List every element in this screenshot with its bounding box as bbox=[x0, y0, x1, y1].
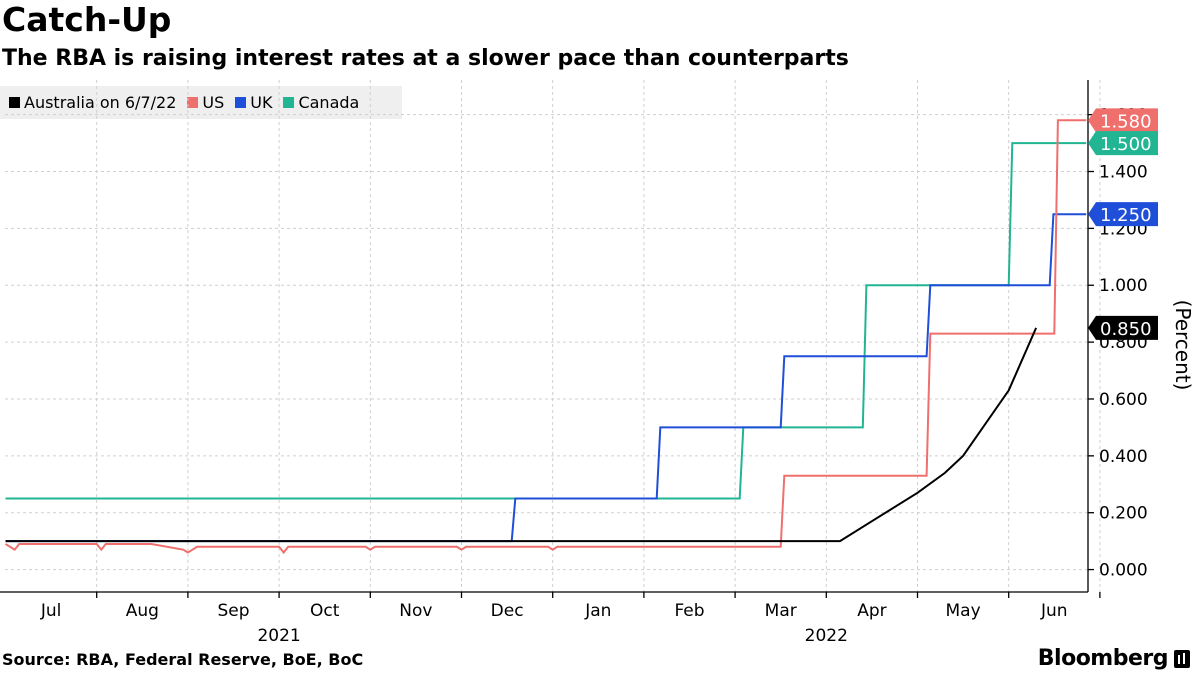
end-label-australia: 0.850 bbox=[1100, 319, 1152, 340]
chart-title: Catch-Up bbox=[2, 0, 172, 39]
x-tick-label-jul: Jul bbox=[40, 601, 62, 621]
series-line-australia bbox=[5, 327, 1038, 543]
legend-item-uk: UK bbox=[235, 93, 272, 112]
series-line-canada bbox=[5, 142, 1087, 500]
y-tick-label: 0.000 bbox=[1099, 561, 1148, 581]
y-tick-label: 1.000 bbox=[1099, 276, 1148, 296]
legend-item-australia: Australia on 6/7/22 bbox=[9, 93, 176, 112]
end-label-tag-uk bbox=[1088, 202, 1158, 227]
x-tick-label-jan: Jan bbox=[584, 601, 611, 621]
x-year-label-2022: 2022 bbox=[805, 626, 848, 646]
x-tick-label-feb: Feb bbox=[674, 601, 704, 621]
x-tick-label-oct: Oct bbox=[310, 601, 340, 621]
legend-item-canada: Canada bbox=[283, 93, 359, 112]
y-tick-label: 0.600 bbox=[1099, 390, 1148, 410]
x-tick-label-sep: Sep bbox=[217, 601, 249, 621]
x-tick-label-may: May bbox=[946, 601, 981, 621]
chart-subtitle: The RBA is raising interest rates at a s… bbox=[2, 46, 849, 71]
x-tick-label-nov: Nov bbox=[399, 601, 432, 621]
y-tick-label: 0.400 bbox=[1099, 447, 1148, 467]
y-axis-title: (Percent) bbox=[1171, 300, 1195, 391]
x-year-label-2021: 2021 bbox=[257, 626, 300, 646]
legend: Australia on 6/7/22 US UK Canada bbox=[0, 86, 402, 119]
x-tick-label-aug: Aug bbox=[126, 601, 159, 621]
y-tick-label: 1.400 bbox=[1099, 163, 1148, 183]
source-note: Source: RBA, Federal Reserve, BoE, BoC bbox=[2, 650, 364, 669]
bloomberg-terminal-icon bbox=[1174, 649, 1190, 668]
end-label-us: 1.580 bbox=[1100, 111, 1152, 132]
x-tick-label-mar: Mar bbox=[765, 601, 797, 621]
end-label-tag-us bbox=[1088, 108, 1158, 133]
series-line-us bbox=[4, 119, 1087, 555]
end-label-canada: 1.500 bbox=[1100, 134, 1152, 155]
end-label-tag-canada bbox=[1088, 131, 1158, 156]
y-tick-label: 0.200 bbox=[1099, 504, 1148, 524]
legend-label-australia: Australia on 6/7/22 bbox=[24, 93, 177, 112]
x-tick-label-jun: Jun bbox=[1040, 601, 1068, 621]
brand-name: Bloomberg bbox=[1037, 646, 1169, 671]
legend-swatch-australia bbox=[9, 97, 20, 108]
legend-swatch-uk bbox=[235, 97, 247, 108]
end-label-uk: 1.250 bbox=[1100, 205, 1152, 226]
legend-label-canada: Canada bbox=[298, 93, 360, 112]
legend-label-us: US bbox=[202, 93, 225, 112]
x-tick-label-apr: Apr bbox=[857, 601, 886, 621]
legend-label-uk: UK bbox=[250, 93, 273, 112]
end-label-tag-australia bbox=[1088, 315, 1158, 340]
x-tick-label-dec: Dec bbox=[491, 601, 524, 621]
series-line-uk bbox=[5, 213, 1087, 543]
bloomberg-logo: Bloomberg bbox=[1038, 646, 1190, 671]
legend-swatch-us bbox=[187, 97, 199, 108]
legend-swatch-canada bbox=[283, 97, 295, 108]
legend-item-us: US bbox=[187, 93, 224, 112]
